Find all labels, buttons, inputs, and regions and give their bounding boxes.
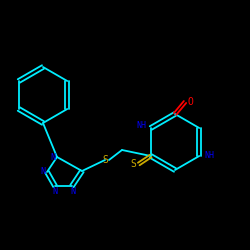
Text: S: S [102, 155, 108, 165]
Text: N: N [50, 152, 56, 162]
Text: NH: NH [204, 152, 214, 160]
Text: O: O [187, 97, 193, 107]
Text: N: N [52, 186, 58, 196]
Text: NH: NH [137, 120, 147, 130]
Text: S: S [131, 159, 137, 169]
Text: N: N [40, 168, 46, 176]
Text: N: N [70, 186, 76, 196]
